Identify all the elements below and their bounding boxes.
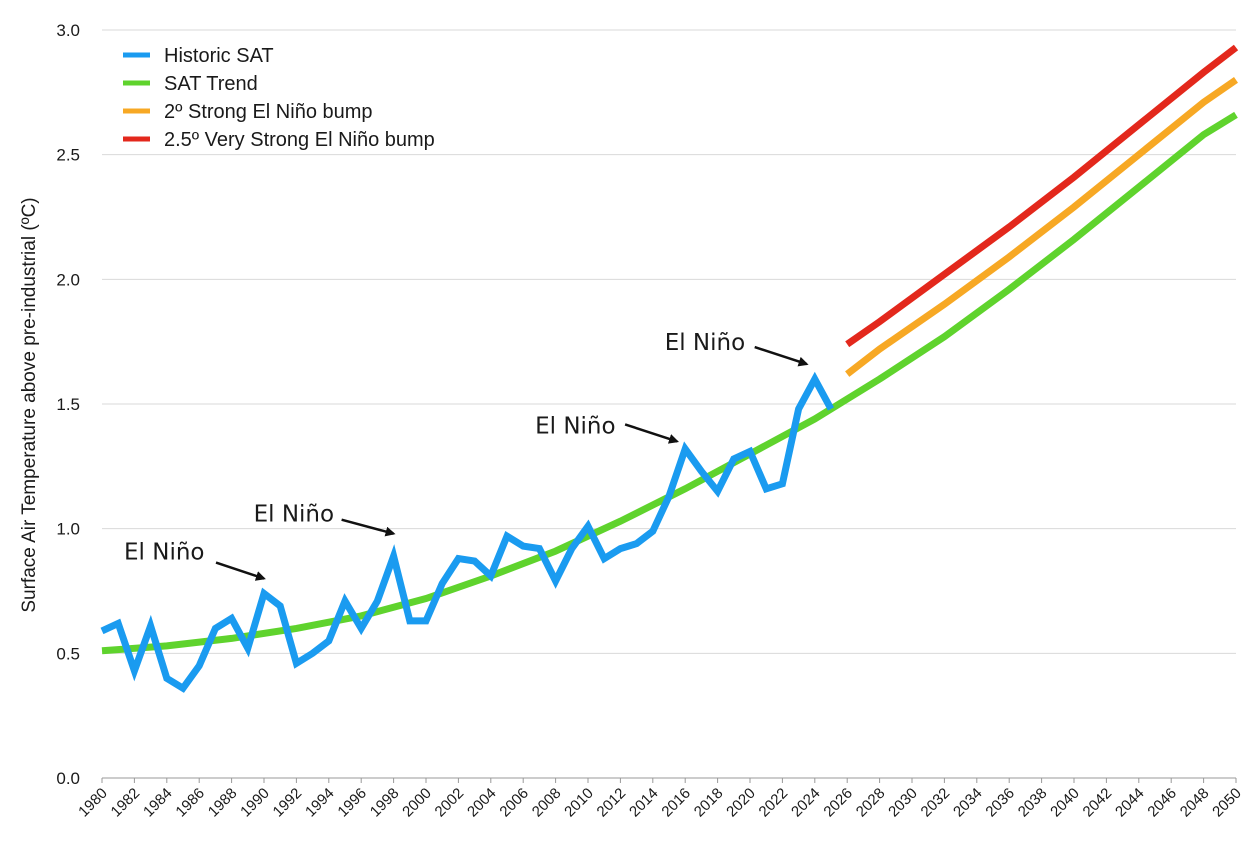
x-tick-label: 1996 [334,785,370,821]
x-tick-label: 2040 [1047,785,1083,821]
annotation-arrow [341,518,396,537]
y-tick-label: 0.0 [56,769,80,788]
x-tick-label: 2028 [853,785,889,821]
x-tick-label: 1998 [367,785,403,821]
x-tick-label: 1990 [237,785,273,821]
y-tick-label: 1.0 [56,520,80,539]
x-tick-label: 1992 [270,785,306,821]
x-tick-label: 2008 [529,785,565,821]
y-axis-label: Surface Air Temperature above pre-indust… [19,197,40,612]
y-tick-label: 3.0 [56,21,80,40]
annotation-arrow [624,423,680,444]
x-tick-label: 1982 [108,785,144,821]
series-line-2 [845,77,1238,377]
x-tick-label: 2016 [658,785,694,821]
x-tick-label: 2000 [399,785,435,821]
x-tick-label: 2026 [820,785,856,821]
x-tick-label: 2042 [1080,785,1116,821]
x-tick-label: 1988 [205,785,241,821]
el-nino-annotation: El Niño [254,502,334,528]
x-tick-label: 2030 [885,785,921,821]
x-tick-label: 2018 [691,785,727,821]
y-tick-label: 1.5 [56,395,80,414]
x-tick-label: 2044 [1112,785,1148,821]
x-tick-label: 1984 [140,785,176,821]
el-nino-annotation: El Niño [535,413,615,439]
y-tick-label: 2.0 [56,270,80,289]
x-tick-label: 2036 [982,785,1018,821]
series-lines [100,44,1239,693]
x-tick-label: 2020 [723,785,759,821]
series-line-0 [100,371,835,693]
legend-entry: SAT Trend [164,73,258,95]
x-tick-label: 2006 [496,785,532,821]
el-nino-annotation: El Niño [665,330,745,356]
x-tick-label: 2004 [464,785,500,821]
annotations: El Niño El Niño El Niño El Niño [124,330,809,581]
legend-entry: Historic SAT [164,45,274,67]
x-tick-label: 1986 [172,785,208,821]
x-tick-label: 2046 [1144,785,1180,821]
x-tick-label: 2010 [561,785,597,821]
el-nino-annotation: El Niño [124,540,204,566]
x-tick-label: 2014 [626,785,662,821]
x-tick-label: 2032 [918,785,954,821]
x-tick-label: 1994 [302,785,338,821]
x-tick-label: 2048 [1177,785,1213,821]
x-tick-label: 2034 [950,785,986,821]
x-tick-label: 2002 [432,785,468,821]
x-tick-label: 1980 [75,785,111,821]
annotation-arrow [754,345,809,367]
x-tick-label: 2022 [756,785,792,821]
series-line-3 [845,44,1239,348]
y-tick-label: 0.5 [56,644,80,663]
x-tick-label: 2038 [1015,785,1051,821]
legend-entry: 2º Strong El Niño bump [164,101,373,123]
series-line-1 [101,111,1238,655]
x-tick-label: 2024 [788,785,824,821]
y-tick-label: 2.5 [56,146,80,165]
x-tick-label: 2050 [1209,785,1245,821]
x-tick-label: 2012 [594,785,630,821]
annotation-arrow [215,561,266,581]
legend-entry: 2.5º Very Strong El Niño bump [164,129,435,151]
legend: Historic SAT SAT Trend 2º Strong El Niño b… [123,45,435,151]
